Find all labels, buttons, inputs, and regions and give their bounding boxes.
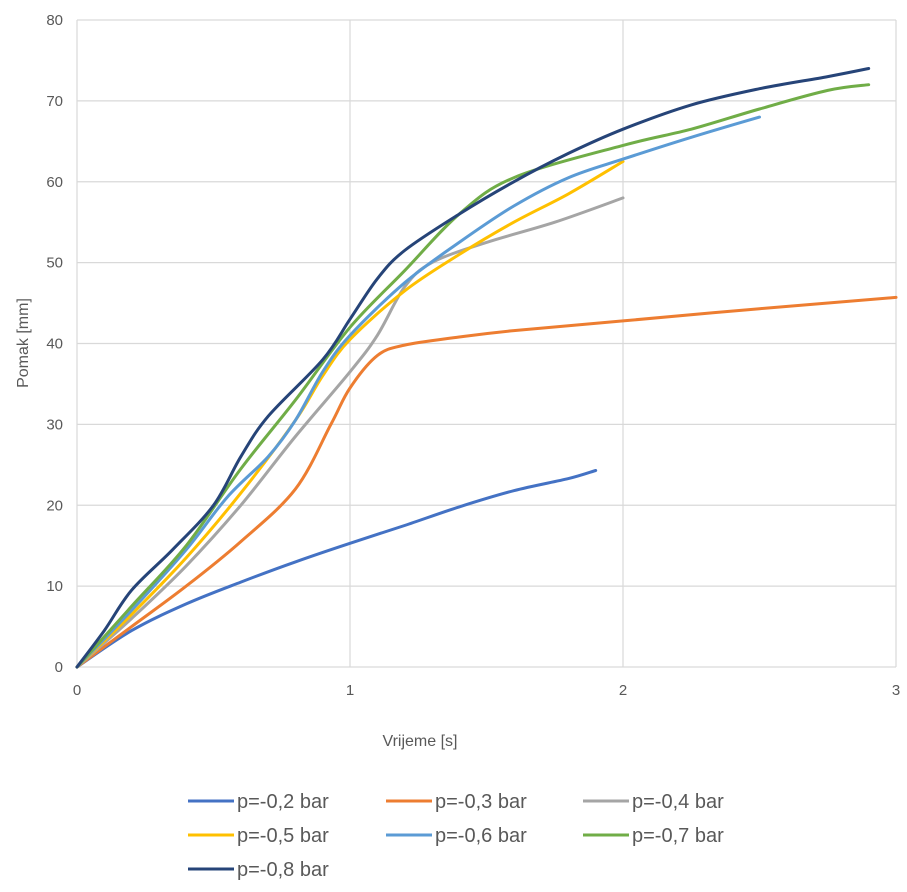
gridlines xyxy=(76,19,897,668)
y-tick-label: 60 xyxy=(46,174,63,191)
series-line-1 xyxy=(75,469,598,669)
y-tick-label: 80 xyxy=(46,12,63,29)
y-tick-label: 10 xyxy=(46,578,63,595)
legend-item: p=-0,2 bar xyxy=(188,791,329,813)
x-tick-label: 0 xyxy=(73,682,81,699)
x-tick-label: 2 xyxy=(619,682,627,699)
legend-item: p=-0,5 bar xyxy=(188,825,329,847)
x-tick-label: 1 xyxy=(346,682,354,699)
legend-label: p=-0,8 bar xyxy=(237,859,329,881)
y-tick-label: 70 xyxy=(46,93,63,110)
legend-label: p=-0,5 bar xyxy=(237,825,329,847)
x-tick-label: 3 xyxy=(892,682,900,699)
y-tick-label: 20 xyxy=(46,497,63,514)
tick-labels: 0 10 20 30 40 50 60 70 80 0 1 2 3 xyxy=(46,12,900,699)
series-line-3 xyxy=(75,196,625,669)
legend-label: p=-0,6 bar xyxy=(435,825,527,847)
series-line-4 xyxy=(75,160,625,669)
series-lines xyxy=(75,67,898,669)
y-tick-label: 0 xyxy=(55,659,63,676)
series-line-2 xyxy=(75,295,898,669)
legend-label: p=-0,4 bar xyxy=(632,791,724,813)
y-tick-label: 50 xyxy=(46,255,63,272)
series-line-5 xyxy=(75,115,761,669)
legend: p=-0,2 bar p=-0,3 bar p=-0,4 bar p=-0,5 bar… xyxy=(188,791,724,881)
legend-label: p=-0,3 bar xyxy=(435,791,527,813)
series-line-7 xyxy=(75,67,871,669)
legend-label: p=-0,7 bar xyxy=(632,825,724,847)
legend-item: p=-0,6 bar xyxy=(386,825,527,847)
series-line-6 xyxy=(75,83,871,669)
legend-item: p=-0,8 bar xyxy=(188,859,329,881)
y-axis-title: Pomak [mm] xyxy=(15,298,32,388)
y-tick-label: 30 xyxy=(46,416,63,433)
legend-item: p=-0,4 bar xyxy=(583,791,724,813)
x-axis-title: Vrijeme [s] xyxy=(383,733,458,750)
legend-item: p=-0,3 bar xyxy=(386,791,527,813)
legend-item: p=-0,7 bar xyxy=(583,825,724,847)
legend-label: p=-0,2 bar xyxy=(237,791,329,813)
y-tick-label: 40 xyxy=(46,336,63,353)
